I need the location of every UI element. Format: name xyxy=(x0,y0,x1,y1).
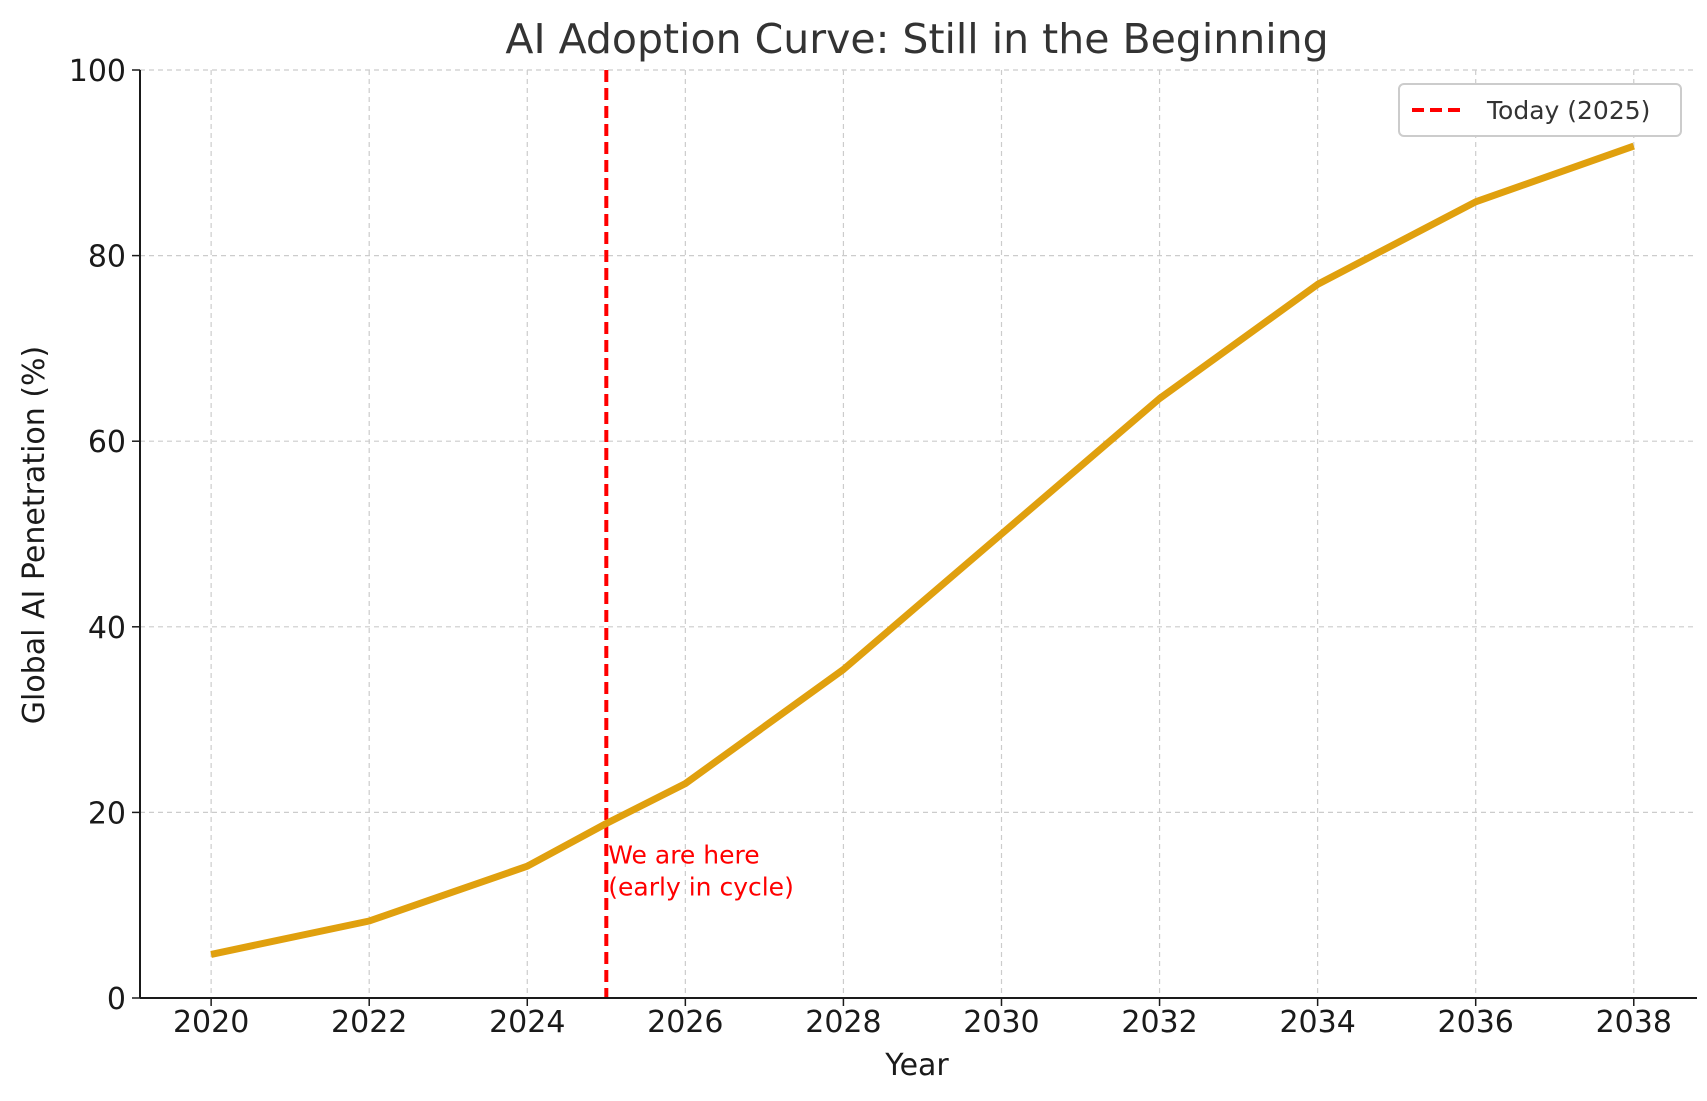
adoption-series-line xyxy=(210,142,1635,958)
x-axis-label: Year xyxy=(884,1048,949,1083)
x-tick-label: 2032 xyxy=(1121,1005,1197,1040)
tick-labels: 2020 2022 2024 2026 2028 2030 2032 2034 2036 2038… xyxy=(69,54,1672,1040)
chart-title: AI Adoption Curve: Still in the Beginnin… xyxy=(505,15,1328,63)
y-tick-label: 40 xyxy=(88,611,126,646)
y-tick-label: 80 xyxy=(88,240,126,275)
x-tick-label: 2034 xyxy=(1279,1005,1355,1040)
legend: Today (2025) xyxy=(1398,83,1682,137)
y-tick-label: 100 xyxy=(69,54,126,89)
x-tick-label: 2038 xyxy=(1596,1005,1672,1040)
annotation: We are here (early in cycle) xyxy=(608,840,794,901)
x-tick-label: 2020 xyxy=(173,1005,249,1040)
y-tick-label: 0 xyxy=(107,982,126,1017)
axes xyxy=(132,69,1697,1006)
x-tick-label: 2024 xyxy=(489,1005,565,1040)
y-tick-label: 20 xyxy=(88,796,126,831)
annotation-line-1: We are here xyxy=(608,840,759,869)
annotation-line-2: (early in cycle) xyxy=(608,872,794,901)
x-tick-label: 2030 xyxy=(963,1005,1039,1040)
legend-label: Today (2025) xyxy=(1486,96,1650,125)
x-tick-label: 2026 xyxy=(647,1005,723,1040)
x-tick-label: 2028 xyxy=(805,1005,881,1040)
x-tick-label: 2036 xyxy=(1438,1005,1514,1040)
y-tick-label: 60 xyxy=(88,425,126,460)
grid xyxy=(140,69,1697,998)
y-axis-label: Global AI Penetration (%) xyxy=(17,346,52,725)
x-tick-label: 2022 xyxy=(331,1005,407,1040)
series-layer xyxy=(210,142,1635,958)
legend-box xyxy=(1398,83,1682,137)
